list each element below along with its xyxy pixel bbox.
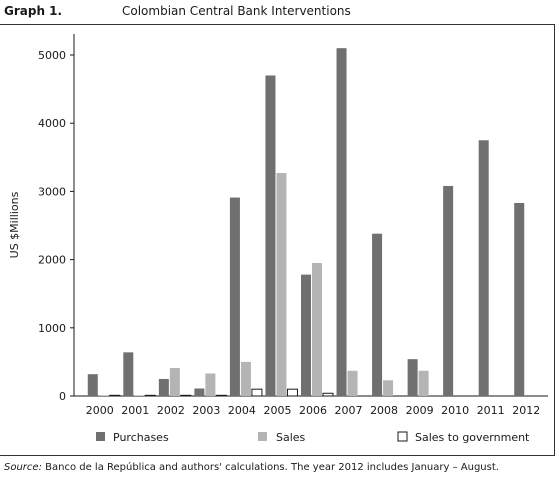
source-footnote: Source: Banco de la República and author…	[4, 462, 499, 473]
bar-sales-to-government	[144, 394, 156, 397]
x-tick-label: 2001	[121, 404, 149, 417]
legend-label: Sales	[276, 431, 306, 444]
x-tick-label: 2010	[441, 404, 469, 417]
bar-sales-to-government	[109, 394, 121, 397]
x-tick-label: 2006	[299, 404, 327, 417]
bar-purchases	[514, 202, 525, 396]
legend-swatch	[96, 432, 105, 441]
y-tick-label: 0	[59, 390, 66, 403]
y-axis-label: US $Millions	[8, 191, 21, 258]
x-tick-label: 2003	[192, 404, 220, 417]
bar-sales-to-government	[215, 394, 227, 397]
top-rule	[0, 24, 555, 25]
bar-purchases	[301, 274, 311, 396]
bar-purchases	[443, 185, 454, 396]
bar-purchases	[158, 378, 169, 396]
bar-purchases	[194, 388, 205, 396]
bar-sales	[169, 368, 180, 396]
source-label: Source:	[4, 462, 42, 473]
bar-purchases	[336, 48, 347, 397]
y-tick-label: 5000	[38, 49, 66, 62]
bar-sales	[205, 373, 216, 396]
bar-sales-to-government	[286, 388, 298, 397]
x-tick-label: 2012	[512, 404, 540, 417]
bar-purchases	[407, 359, 418, 396]
legend-swatch	[258, 432, 267, 441]
legend-label: Sales to government	[415, 431, 530, 444]
y-tick-label: 1000	[38, 322, 66, 335]
chart-frame	[0, 24, 555, 456]
bar-purchases	[123, 352, 134, 396]
x-tick-label: 2011	[477, 404, 505, 417]
bar-sales	[347, 370, 358, 396]
bar-sales-to-government	[322, 392, 334, 397]
legend-swatch	[397, 431, 408, 442]
x-tick-label: 2002	[157, 404, 185, 417]
bar-sales	[134, 395, 145, 396]
source-text: Banco de la República and authors' calcu…	[41, 462, 499, 473]
bar-purchases	[229, 197, 240, 396]
x-tick-label: 2007	[335, 404, 363, 417]
x-tick-label: 2005	[263, 404, 291, 417]
bar-purchases	[265, 75, 276, 397]
bar-sales	[240, 361, 251, 396]
y-tick-label: 2000	[38, 254, 66, 267]
bar-sales	[276, 172, 287, 396]
x-tick-label: 2008	[370, 404, 398, 417]
bar-sales	[383, 380, 394, 396]
bar-sales	[98, 395, 109, 396]
bar-sales	[312, 263, 322, 396]
bar-sales-to-government	[251, 388, 263, 397]
bar-purchases	[478, 140, 489, 396]
bar-purchases	[87, 374, 98, 396]
x-tick-label: 2009	[406, 404, 434, 417]
y-tick-label: 3000	[38, 185, 66, 198]
bar-sales	[418, 370, 429, 396]
x-tick-label: 2000	[86, 404, 114, 417]
chart-title: Colombian Central Bank Interventions	[122, 4, 351, 18]
graph-number: Graph 1.	[4, 4, 63, 18]
bottom-rule	[0, 455, 555, 456]
x-tick-label: 2004	[228, 404, 256, 417]
bar-sales-to-government	[180, 394, 192, 397]
legend-label: Purchases	[113, 431, 169, 444]
y-tick-label: 4000	[38, 117, 66, 130]
bar-purchases	[372, 233, 383, 396]
